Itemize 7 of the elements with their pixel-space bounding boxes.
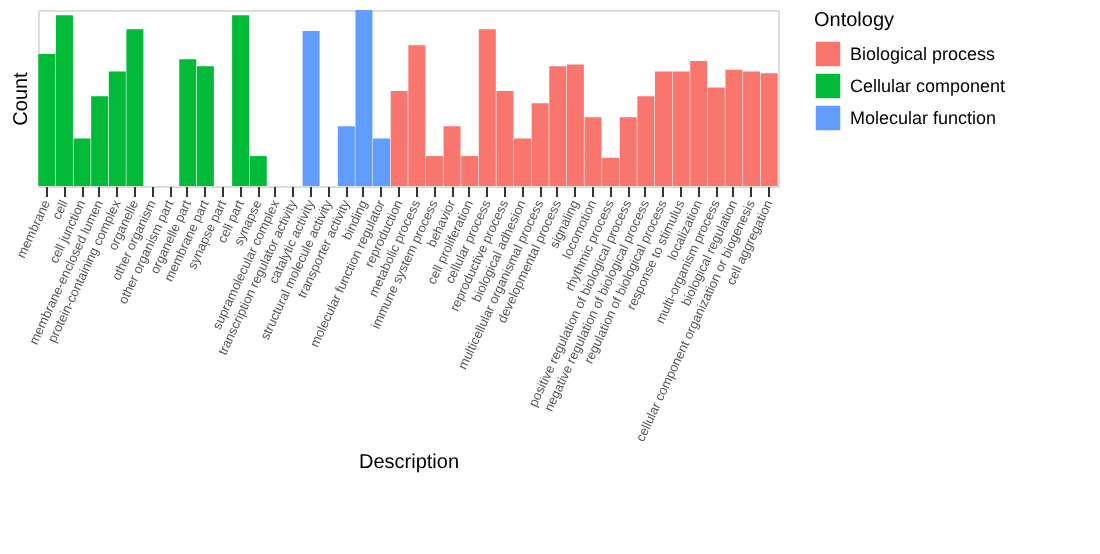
bar bbox=[302, 31, 320, 186]
legend-label: Biological process bbox=[850, 44, 997, 64]
legend-label: Molecular function bbox=[850, 108, 997, 128]
legend-label: Cellular component bbox=[850, 76, 1007, 96]
y-axis-title: Count bbox=[11, 71, 33, 126]
legend-title: Ontology bbox=[814, 10, 895, 32]
x-axis-title: Description bbox=[358, 451, 460, 474]
